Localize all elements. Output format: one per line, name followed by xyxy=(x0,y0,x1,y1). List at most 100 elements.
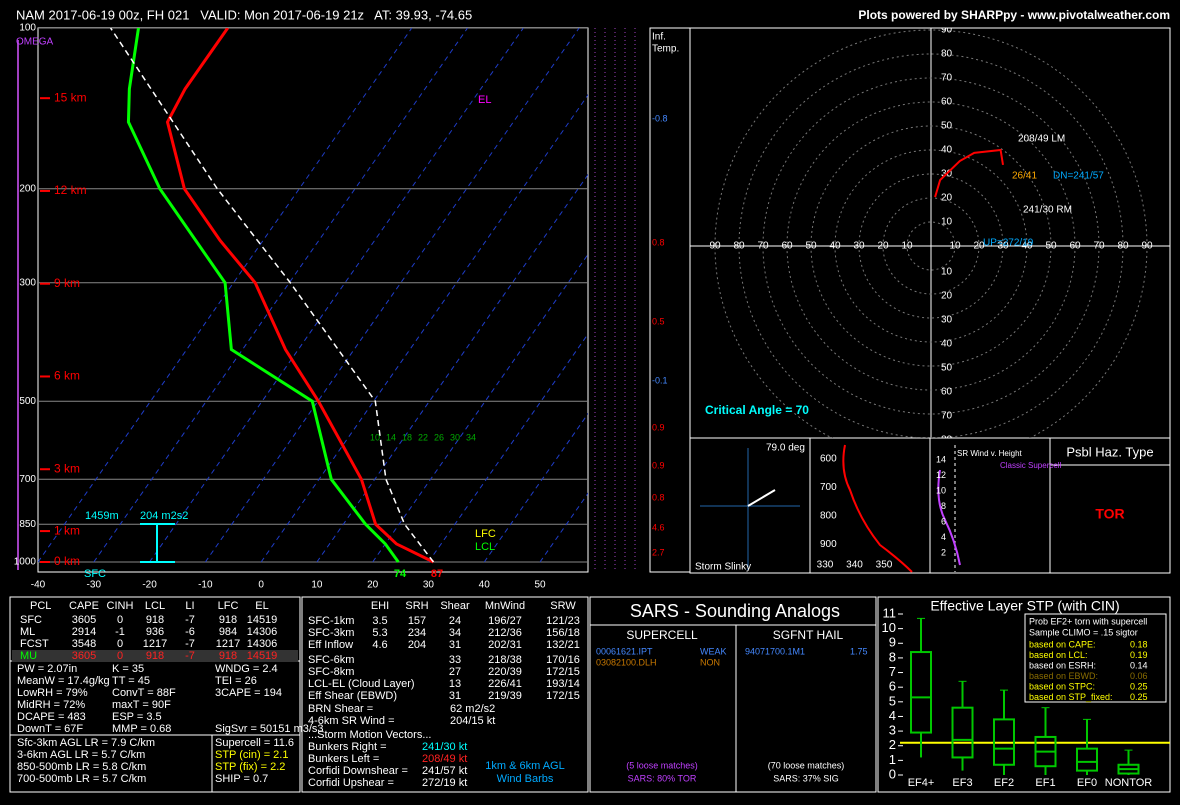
table-cell: 0 xyxy=(117,614,123,626)
hodo-ring-label: 30 xyxy=(853,241,865,252)
hodo-ring-label: 60 xyxy=(781,241,793,252)
table-cell: 212/36 xyxy=(488,627,522,639)
sr-title: SR Wind v. Height xyxy=(957,449,1023,458)
hodo-trace xyxy=(934,148,1004,198)
inf-temp-frame xyxy=(649,27,691,573)
table-cell: 172/15 xyxy=(546,666,580,678)
inf-temp-value: -0.8 xyxy=(652,113,668,123)
index-cell: ConvT = 88F xyxy=(112,687,176,699)
table-cell: 918 xyxy=(219,650,237,662)
table-header: LI xyxy=(185,600,194,612)
hodo-ring-label: 10 xyxy=(941,267,953,278)
hodo-label: 208/49 LM xyxy=(1018,134,1065,145)
hazard-value: TOR xyxy=(1095,506,1124,522)
hazard-title: Psbl Haz. Type xyxy=(1066,444,1153,459)
stp-category: EF2 xyxy=(994,777,1014,789)
inf-temp-title: Temp. xyxy=(652,44,679,55)
mixing-ratio-label: 18 xyxy=(402,432,412,442)
table-cell: SFC-3km xyxy=(308,627,354,639)
thetae-x-label: 330 xyxy=(817,560,834,571)
table-cell: 132/21 xyxy=(546,639,580,651)
table-cell: SFC-1km xyxy=(308,615,354,627)
hodo-ring-label: 50 xyxy=(941,363,953,374)
isotherm xyxy=(372,253,588,563)
lapse-rate: 850-500mb LR = 5.8 C/km xyxy=(17,761,146,773)
skewt-frame xyxy=(37,27,589,573)
hodo-ring xyxy=(834,149,1028,343)
sr-y-label: 2 xyxy=(941,547,946,557)
hodo-ring-label: 20 xyxy=(941,193,953,204)
sars-note: SARS: 37% SIG xyxy=(773,773,839,783)
x-tick-label: -30 xyxy=(87,580,102,591)
height-label: 1 km xyxy=(54,523,80,537)
stp-category: NONTOR xyxy=(1105,777,1153,789)
legend-row: 0.25 xyxy=(1130,681,1148,691)
table-cell: Eff Inflow xyxy=(308,639,353,651)
table-cell: 31 xyxy=(449,639,461,651)
index-cell: MMP = 0.68 xyxy=(112,723,171,735)
thetae-y-label: 700 xyxy=(820,482,837,493)
hodo-ring-label: 30 xyxy=(941,315,953,326)
thetae-y-label: 900 xyxy=(820,539,837,550)
table-cell: 226/41 xyxy=(488,678,522,690)
legend-row: 0.25 xyxy=(1130,692,1148,702)
sars-match: NON xyxy=(700,657,720,667)
y-tick-label: 1000 xyxy=(14,557,37,568)
table-cell: 31 xyxy=(449,690,461,702)
box xyxy=(993,718,1015,766)
table-header: EHI xyxy=(371,600,389,612)
index-cell: K = 35 xyxy=(112,663,144,675)
sars-match: 94071700.1M1 xyxy=(745,646,805,656)
sfc-temp: 87 xyxy=(431,568,443,580)
sars-note: SARS: 80% TOR xyxy=(628,773,697,783)
x-tick-label: 10 xyxy=(311,580,323,591)
dewpoint-profile xyxy=(126,28,400,563)
box xyxy=(951,706,974,759)
legend-row: based on EBWD: xyxy=(1029,671,1098,681)
inf-temp-value: 4.6 xyxy=(652,522,665,532)
hodo-ring xyxy=(906,221,956,271)
skewt-plot xyxy=(38,28,588,564)
mixing-ratio-label: 34 xyxy=(466,432,476,442)
header-title: NAM 2017-06-19 00z, FH 021 VALID: Mon 20… xyxy=(16,7,472,22)
table-cell: 3548 xyxy=(72,638,96,650)
table-header: PCL xyxy=(30,600,51,612)
table-cell: 14519 xyxy=(247,650,278,662)
sr-y-label: 8 xyxy=(941,501,946,511)
index-cell: MidRH = 72% xyxy=(17,699,85,711)
slinky-title: Storm Slinky xyxy=(695,562,751,573)
table-cell: 172/15 xyxy=(546,690,580,702)
parcel-profile xyxy=(109,28,435,563)
index-cell: TEI = 26 xyxy=(215,675,257,687)
header-credit: Plots powered by SHARPpy - www.pivotalwe… xyxy=(858,8,1170,22)
sars-col-title: SGFNT HAIL xyxy=(773,628,844,642)
table-cell: 34 xyxy=(449,627,461,639)
legend-row: 0.06 xyxy=(1130,671,1148,681)
hodo-ring-label: 90 xyxy=(941,25,953,36)
composite: STP (cin) = 2.1 xyxy=(215,749,288,761)
sr-y-label: 6 xyxy=(941,516,946,526)
stp-y-label: 10 xyxy=(882,620,896,635)
inf-temp-value: 0.9 xyxy=(652,422,665,432)
hodo-ring-label: 70 xyxy=(941,411,953,422)
y-tick-label: 500 xyxy=(19,396,36,407)
hodo-ring-label: 10 xyxy=(949,241,961,252)
hodo-ring-label: 90 xyxy=(709,241,721,252)
stp-y-label: 4 xyxy=(889,708,896,723)
height-label: 15 km xyxy=(54,90,87,104)
table-cell: 13 xyxy=(449,678,461,690)
table-cell: 918 xyxy=(146,614,164,626)
isotherm xyxy=(539,492,588,563)
lapse-rate: 3-6km AGL LR = 5.7 C/km xyxy=(17,749,145,761)
table-cell: 918 xyxy=(219,614,237,626)
hodo-ring-label: 10 xyxy=(901,241,913,252)
table-cell: ML xyxy=(20,626,35,638)
hodo-ring xyxy=(738,53,1124,438)
srwind-frame xyxy=(929,437,1051,574)
thermo-frame xyxy=(9,596,301,793)
table-cell: 14306 xyxy=(247,638,278,650)
hodo-ring xyxy=(882,197,980,295)
lfc-label: LFC xyxy=(475,528,496,540)
table-cell: 27 xyxy=(449,666,461,678)
sars-match: 03082100.DLH xyxy=(596,657,657,667)
